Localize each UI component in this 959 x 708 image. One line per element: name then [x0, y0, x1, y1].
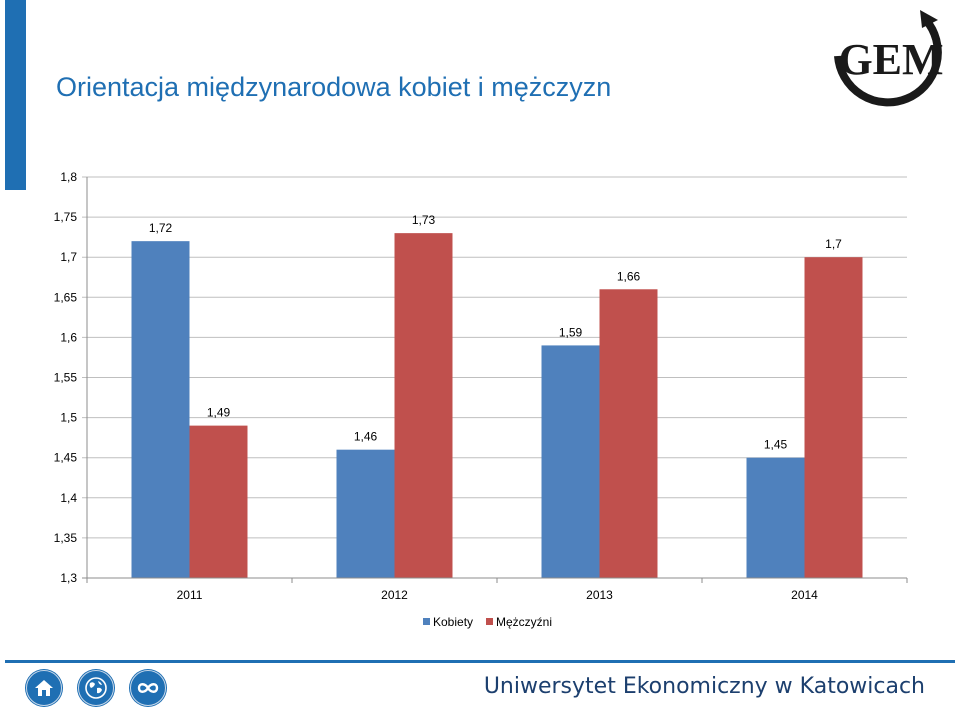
data-label: 1,7 — [825, 237, 842, 251]
y-tick-label: 1,8 — [60, 170, 77, 184]
bar-mężczyźni-2014 — [804, 257, 863, 578]
x-tick-label: 2012 — [381, 588, 408, 602]
y-tick-label: 1,65 — [54, 290, 78, 304]
footer-divider — [5, 660, 955, 663]
data-label: 1,59 — [559, 325, 583, 339]
y-tick-label: 1,75 — [54, 210, 78, 224]
legend: Kobiety Mężczyźni — [423, 615, 552, 629]
data-label: 1,66 — [617, 269, 641, 283]
bar-kobiety-2012 — [336, 449, 395, 578]
y-tick-label: 1,45 — [54, 451, 78, 465]
gem-logo: GEM — [834, 10, 944, 107]
bar-kobiety-2011 — [131, 241, 190, 578]
left-accent-bar — [5, 0, 26, 190]
x-tick-label: 2011 — [177, 588, 203, 602]
footer-icons — [26, 670, 166, 706]
y-axis-ticks: 1,8 1,75 1,7 1,65 1,6 1,55 1,5 1,45 1,4 1,35 1,3 — [54, 170, 78, 585]
globe-icon-glyph — [85, 677, 107, 699]
bar-mężczyźni-2012 — [394, 233, 453, 578]
bar-kobiety-2014 — [746, 457, 805, 578]
y-tick-label: 1,3 — [60, 571, 77, 585]
infinity-icon-glyph — [137, 683, 159, 693]
y-tick-label: 1,7 — [60, 250, 77, 264]
data-label: 1,73 — [412, 213, 436, 227]
bar-mężczyźni-2011 — [189, 425, 248, 578]
university-name: Uniwersytet Ekonomiczny w Katowicach — [483, 674, 925, 699]
home-icon-glyph — [35, 680, 53, 696]
legend-label: Kobiety — [433, 615, 473, 629]
page-title: Orientacja międzynarodowa kobiet i mężcz… — [56, 72, 612, 102]
y-tick-label: 1,35 — [54, 531, 78, 545]
data-label: 1,45 — [764, 438, 788, 452]
gem-logo-text: GEM — [838, 35, 943, 84]
y-tick-label: 1,55 — [54, 371, 78, 385]
data-label: 1,49 — [207, 406, 231, 420]
infinity-icon[interactable] — [130, 670, 166, 706]
y-tick-label: 1,4 — [60, 491, 77, 505]
bar-mężczyźni-2013 — [599, 289, 658, 578]
legend-swatch-mężczyźni — [486, 618, 493, 625]
data-label: 1,72 — [149, 221, 173, 235]
legend-swatch-kobiety — [423, 618, 430, 625]
bar-chart: 1,8 1,75 1,7 1,65 1,6 1,55 1,5 1,45 1,4 1,35 1,3 1… — [54, 170, 908, 629]
home-icon[interactable] — [26, 670, 62, 706]
bars — [131, 233, 863, 578]
x-axis-ticks: 2011 2012 2013 2014 — [82, 577, 908, 602]
data-label: 1,46 — [354, 430, 378, 444]
x-tick-label: 2014 — [791, 588, 818, 602]
x-tick-label: 2013 — [586, 588, 613, 602]
y-tick-label: 1,5 — [60, 411, 77, 425]
globe-icon[interactable] — [78, 670, 114, 706]
bar-kobiety-2013 — [541, 345, 600, 578]
legend-label: Mężczyźni — [496, 615, 552, 629]
y-tick-label: 1,6 — [60, 330, 77, 344]
data-labels: 1,72 1,49 1,46 1,73 1,59 1,66 1,45 1,7 — [149, 213, 842, 452]
